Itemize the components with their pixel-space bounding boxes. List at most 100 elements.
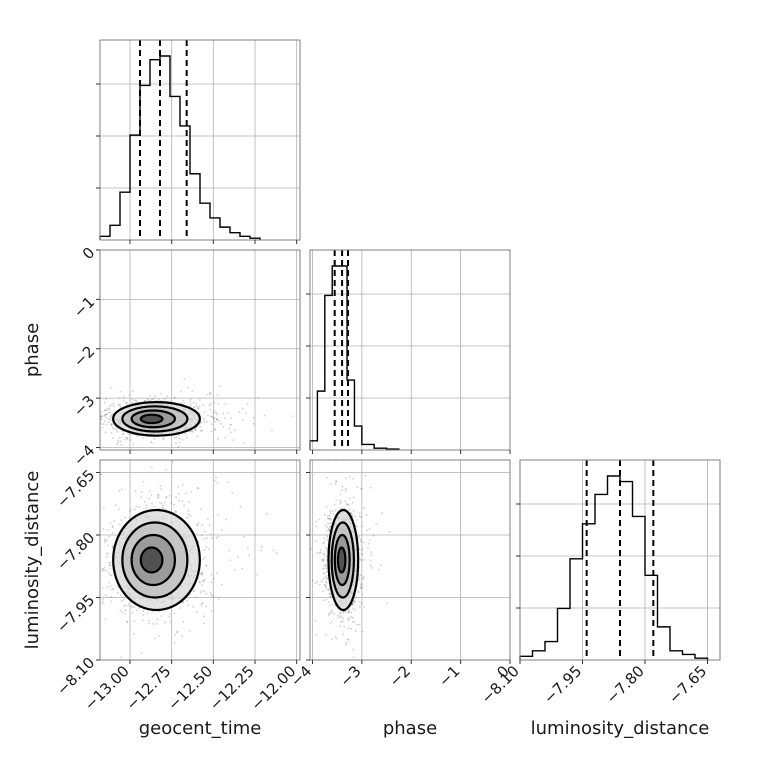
sample-point — [344, 610, 347, 613]
sample-point — [131, 611, 134, 614]
sample-point — [127, 433, 130, 435]
sample-point — [324, 572, 326, 575]
sample-point — [116, 428, 119, 431]
sample-point — [109, 522, 112, 525]
sample-point — [135, 399, 137, 402]
sample-point — [336, 637, 338, 640]
sample-point — [358, 535, 361, 538]
sample-point — [110, 595, 113, 598]
sample-point — [345, 502, 348, 505]
sample-point — [229, 559, 232, 562]
sample-point — [329, 622, 332, 625]
sample-point — [98, 409, 100, 411]
sample-point — [101, 601, 104, 603]
sample-point — [200, 429, 203, 432]
sample-point — [213, 417, 215, 420]
sample-point — [143, 500, 146, 503]
sample-point — [202, 404, 205, 407]
sample-point — [381, 512, 383, 515]
sample-point — [246, 402, 249, 405]
sample-point — [102, 567, 104, 570]
sample-point — [100, 418, 102, 421]
sample-point — [323, 553, 326, 556]
sample-point — [330, 519, 332, 521]
sample-point — [352, 607, 355, 610]
sample-point — [71, 509, 73, 511]
sample-point — [163, 501, 166, 504]
sample-point — [187, 604, 189, 606]
sample-point — [326, 539, 328, 542]
sample-point — [76, 586, 78, 588]
sample-point — [241, 419, 244, 421]
sample-point — [229, 423, 232, 426]
sample-point — [212, 412, 215, 414]
sample-point — [331, 604, 334, 606]
sample-point — [106, 544, 109, 547]
sample-point — [339, 493, 342, 496]
sample-point — [196, 407, 199, 409]
sample-point — [323, 541, 325, 544]
sample-point — [328, 518, 331, 521]
y-tick-label: −7.80 — [53, 529, 98, 574]
sample-point — [350, 512, 352, 515]
sample-point — [104, 409, 106, 412]
sample-point — [203, 411, 206, 413]
y-tick-label: −7.95 — [53, 591, 98, 636]
sample-point — [322, 567, 324, 570]
sample-point — [130, 606, 133, 608]
contour-line — [327, 508, 360, 612]
sample-point — [174, 510, 177, 513]
sample-point — [101, 602, 104, 605]
sample-point — [190, 430, 193, 432]
sample-point — [127, 604, 130, 607]
sample-point — [133, 606, 136, 609]
sample-point — [169, 620, 172, 623]
sample-point — [323, 567, 326, 570]
sample-point — [123, 598, 125, 601]
sample-point — [174, 634, 176, 636]
sample-point — [348, 616, 351, 619]
sample-point — [158, 398, 160, 401]
sample-point — [388, 531, 391, 533]
sample-point — [205, 537, 208, 540]
sample-point — [193, 406, 195, 409]
sample-point — [106, 528, 109, 531]
sample-point — [338, 625, 341, 628]
sample-point — [342, 610, 345, 613]
sample-point — [200, 429, 203, 432]
sample-point — [50, 414, 52, 416]
sample-point — [326, 589, 329, 591]
sample-point — [119, 390, 122, 393]
sample-point — [345, 643, 347, 646]
sample-point — [173, 436, 176, 439]
sample-point — [179, 607, 182, 609]
sample-point — [347, 611, 350, 614]
sample-point — [106, 569, 109, 572]
sample-point — [328, 522, 331, 525]
sample-point — [340, 507, 343, 510]
x-tick-label: −4 — [287, 662, 315, 690]
sample-point — [363, 507, 365, 509]
sample-point — [326, 577, 329, 580]
sample-point — [358, 605, 361, 608]
sample-point — [182, 601, 184, 604]
sample-point — [322, 552, 325, 555]
sample-point — [56, 407, 58, 409]
sample-point — [275, 552, 278, 555]
sample-point — [209, 408, 212, 411]
sample-point — [108, 407, 111, 410]
sample-point — [145, 506, 148, 509]
y-tick-label: −1 — [70, 293, 98, 321]
sample-point — [359, 574, 362, 576]
sample-point — [153, 438, 156, 440]
y-tick-label: 0 — [79, 244, 98, 263]
sample-point — [358, 576, 361, 579]
sample-point — [369, 564, 372, 567]
sample-point — [230, 417, 232, 420]
sample-point — [348, 611, 351, 614]
sample-point — [158, 634, 160, 637]
sample-point — [217, 402, 220, 405]
sample-point — [103, 566, 106, 569]
sample-point — [314, 619, 316, 622]
